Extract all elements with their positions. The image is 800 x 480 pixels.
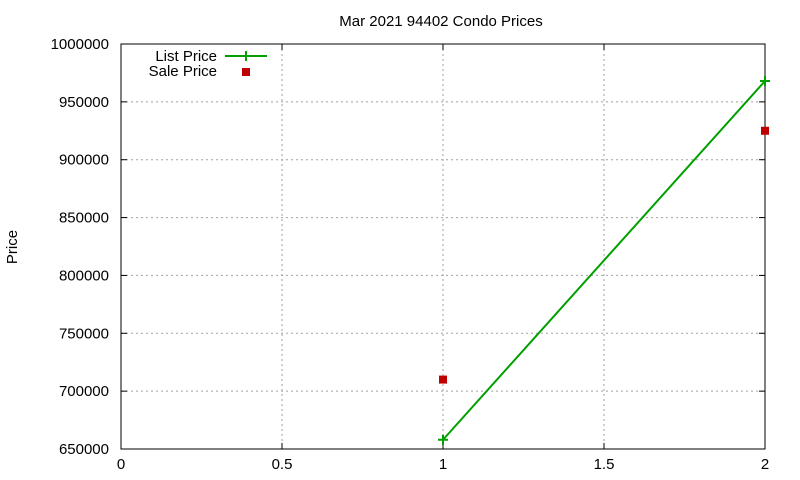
grid <box>121 44 765 449</box>
data-point-list-price <box>438 434 448 445</box>
data-point-sale-price <box>439 375 447 384</box>
legend-marker-sale-price <box>242 68 250 76</box>
y-tick-label: 850000 <box>59 210 109 227</box>
x-tick-label: 0.5 <box>272 456 293 473</box>
legend-label-sale-price: Sale Price <box>149 63 217 80</box>
y-tick-label: 750000 <box>59 325 109 342</box>
x-tick-label: 1.5 <box>594 456 615 473</box>
x-tick-label: 0 <box>117 456 125 473</box>
series-line-list-price <box>442 80 766 441</box>
y-tick-label: 800000 <box>59 267 109 284</box>
x-tick-label: 1 <box>439 456 447 473</box>
legend: List Price Sale Price <box>149 48 267 80</box>
data-point-sale-price <box>761 126 769 135</box>
series <box>438 76 770 445</box>
y-tick-label: 700000 <box>59 383 109 400</box>
y-axis-label: Price <box>4 230 21 264</box>
y-tick-label: 1000000 <box>51 36 109 53</box>
y-tick-label: 900000 <box>59 152 109 169</box>
legend-marker-list-price <box>241 51 251 61</box>
x-tick-label: 2 <box>761 456 769 473</box>
y-tick-label: 950000 <box>59 94 109 111</box>
y-tick-label: 650000 <box>59 441 109 458</box>
legend-label-list-price: List Price <box>155 48 217 65</box>
axis-ticks: 0 0.5 1 1.5 2 650000 700000 750000 800000 850000 9… <box>51 36 770 473</box>
chart-title: Mar 2021 94402 Condo Prices <box>339 13 542 30</box>
data-point-list-price <box>760 76 770 87</box>
